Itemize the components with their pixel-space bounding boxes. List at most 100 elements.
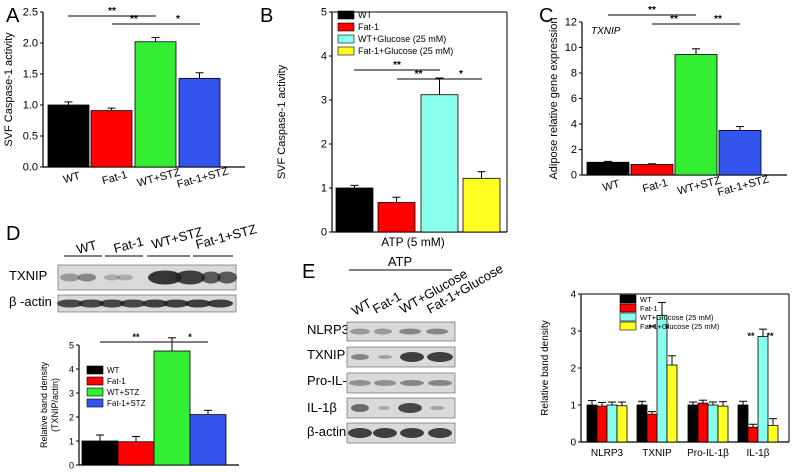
x-tick-label: Fat-1+STZ [716,173,770,198]
blot-band [78,299,104,308]
chart-a: 0.0 0.5 1.0 1.5 2.0 2.5 SVF Caspase-1 activity… [3,6,245,191]
significance-label: * [459,69,463,80]
western-blot-e [346,321,456,444]
blot-d-row-label: TXNIP [9,268,47,283]
y-axis-label: Relative band density [39,361,49,448]
chart-e: 0 1 2 3 4 Relative band density NLRP3 TXNIP Pro-… [540,290,790,459]
y-tick-label: 3 [570,327,576,338]
bar [697,402,709,443]
blot-d-group-label: Fat-1+STZ [194,221,258,252]
legend-label: WT+Glucose (25 mM) [640,313,714,322]
x-tick-label: WT+STZ [136,167,182,190]
y-tick-label: 1 [69,437,74,447]
legend-label: WT+Glucose (25 mM) [358,34,446,44]
bar [335,187,374,233]
y-tick-label: 0 [570,438,576,449]
significance-label: * [176,14,180,25]
y-tick-label: 2 [69,413,74,423]
chart-b-xlabel: ATP (5 mM) [381,235,445,249]
blot-band [207,299,233,308]
bar [462,177,501,233]
significance-label: ** [415,69,423,80]
blot-e-treatment: ATP [388,254,412,269]
bar [616,405,628,443]
legend-swatch [86,387,104,397]
bar [377,202,416,233]
bar [674,54,718,176]
legend-label: WT+STZ [107,388,139,397]
blot-band [374,328,392,335]
y-tick-label: 10 [565,42,577,54]
bar [636,404,648,443]
blot-e-row-label: NLRP3 [307,322,349,337]
bar [81,440,119,466]
legend-swatch [86,376,104,386]
blot-band [175,270,205,285]
significance-label: ** [766,331,774,341]
panel-letter-e: E [302,261,315,283]
significance-label: ** [648,5,656,16]
bar [737,404,749,443]
y-axis-label-2: (TXNIP/actin) [50,378,60,432]
legend-label: Fat-1+Glucose (25 mM) [358,46,453,56]
legend-swatch [86,365,104,375]
bar [687,404,699,443]
blot-d-group-label: Fat-1 [112,234,145,256]
legend-swatch [337,34,355,44]
legend-label: Fat-1 [358,22,379,32]
blot-band [430,406,444,410]
bar [747,426,759,443]
western-blot-d [57,264,237,313]
y-tick-label: 0.0 [23,162,38,174]
y-tick-label: 1.0 [23,100,38,112]
blot-band [348,428,372,438]
significance-label: ** [747,331,755,341]
bar [586,404,598,443]
panel-letter-d: D [6,223,20,245]
blot-band [400,352,424,362]
legend-swatch [337,10,355,20]
bar [153,350,191,466]
chart-d: 0 1 2 3 4 5 Relative band density (TXNIP/actin)… [39,332,239,471]
y-tick-label: 1 [570,401,576,412]
blot-band [201,271,221,284]
blot-band [148,270,182,285]
significance-label: * [665,323,669,333]
significance-label: ** [132,332,140,342]
legend-swatch [619,312,637,322]
blot-band [374,380,396,386]
blot-band [185,299,211,308]
y-tick-label: 2 [571,144,577,156]
x-tick-label: Fat-1+STZ [176,165,230,190]
blot-d-group-label: WT [75,237,98,257]
chart-c: 0 2 4 6 8 10 12 Adipose relative gene expressio… [548,5,787,199]
blot-band [400,380,424,386]
chart-b: 0 1 2 3 4 5 SVF Caspase-1 activity WT Fat-1 WT+Gl… [276,7,508,239]
blot-band [398,403,422,413]
y-tick-label: 12 [565,17,577,29]
blot-e-row-label: β-actin [307,424,346,439]
y-tick-label: 3 [321,95,327,107]
blot-band [350,328,370,335]
blot-band [163,299,189,308]
x-tick-label: WT+STZ [676,175,722,198]
blot-e-row-label: IL-1β [307,400,337,415]
y-tick-label: 8 [571,68,577,80]
x-tick-label: IL-1β [747,448,770,459]
legend-label: Fat-1 [107,377,126,386]
bar [189,414,227,466]
legend-label: WT [107,366,120,375]
significance-label: ** [130,14,138,25]
bar [90,110,133,168]
panel-letter-c: C [539,5,553,27]
bar [717,405,729,443]
blot-band [60,273,80,282]
y-axis-label: Adipose relative gene expression [548,17,560,179]
blot-e-row-label: TXNIP [307,347,345,362]
x-tick-label: WT [601,178,621,194]
blot-band [400,428,424,438]
y-axis-label: SVF Caspase-1 activity [3,32,15,147]
y-tick-label: 3 [69,389,74,399]
y-tick-label: 5 [69,341,74,351]
